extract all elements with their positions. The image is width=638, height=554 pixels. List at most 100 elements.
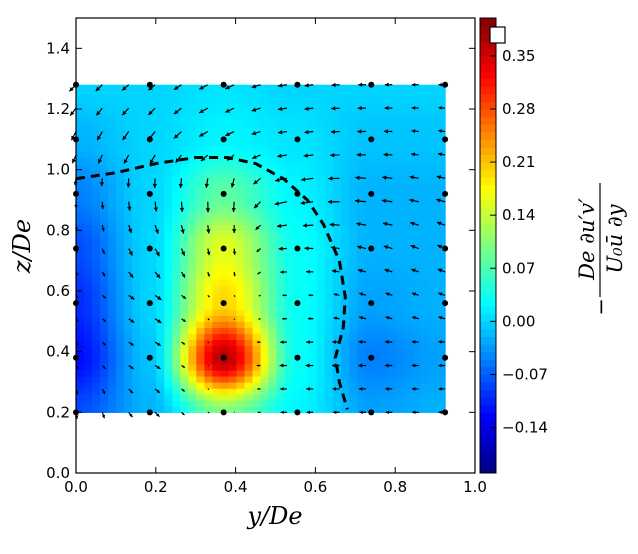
- contour-cell: [172, 400, 181, 407]
- contour-cell: [317, 376, 326, 383]
- contour-cell: [269, 151, 278, 158]
- contour-cell: [140, 230, 149, 237]
- contour-cell: [341, 109, 350, 116]
- contour-cell: [140, 370, 149, 377]
- contour-cell: [397, 346, 406, 353]
- contour-cell: [236, 170, 245, 177]
- y-tick-label: 0.6: [46, 282, 70, 300]
- colorbar-band: [480, 246, 496, 254]
- contour-cell: [429, 388, 438, 395]
- contour-cell: [196, 188, 205, 195]
- contour-cell: [172, 206, 181, 213]
- contour-cell: [421, 164, 430, 171]
- contour-cell: [228, 400, 237, 407]
- contour-cell: [437, 394, 446, 401]
- contour-cell: [293, 151, 302, 158]
- contour-cell: [228, 406, 237, 413]
- contour-cell: [421, 285, 430, 292]
- contour-cell: [269, 109, 278, 116]
- contour-cell: [373, 224, 382, 231]
- contour-cell: [421, 121, 430, 128]
- contour-cell: [421, 85, 430, 92]
- quiver-arrow: [208, 342, 209, 343]
- contour-cell: [244, 224, 253, 231]
- contour-cell: [309, 85, 318, 92]
- contour-cell: [196, 315, 205, 322]
- contour-cell: [349, 309, 358, 316]
- contour-cell: [333, 97, 342, 104]
- contour-cell: [285, 297, 294, 304]
- contour-cell: [100, 97, 109, 104]
- contour-cell: [269, 273, 278, 280]
- contour-cell: [236, 267, 245, 274]
- contour-cell: [317, 212, 326, 219]
- contour-cell: [180, 85, 189, 92]
- contour-cell: [244, 85, 253, 92]
- contour-cell: [132, 273, 141, 280]
- contour-cell: [220, 121, 229, 128]
- contour-cell: [140, 200, 149, 207]
- contour-cell: [220, 97, 229, 104]
- contour-cell: [100, 261, 109, 268]
- contour-cell: [188, 303, 197, 310]
- contour-cell: [100, 321, 109, 328]
- contour-cell: [285, 340, 294, 347]
- contour-cell: [164, 176, 173, 183]
- contour-cell: [132, 376, 141, 383]
- contour-cell: [188, 242, 197, 249]
- contour-cell: [100, 309, 109, 316]
- contour-cell: [196, 333, 205, 340]
- contour-cell: [140, 182, 149, 189]
- contour-cell: [132, 212, 141, 219]
- contour-cell: [277, 170, 286, 177]
- contour-cell: [269, 315, 278, 322]
- contour-cell: [413, 382, 422, 389]
- contour-cell: [204, 321, 213, 328]
- contour-cell: [269, 103, 278, 110]
- measurement-point: [221, 82, 227, 88]
- contour-cell: [405, 139, 414, 146]
- contour-cell: [261, 242, 270, 249]
- contour-cell: [108, 382, 117, 389]
- contour-cell: [108, 388, 117, 395]
- contour-cell: [269, 218, 278, 225]
- contour-cell: [349, 133, 358, 140]
- contour-cell: [349, 158, 358, 165]
- contour-cell: [357, 279, 366, 286]
- contour-cell: [437, 121, 446, 128]
- contour-cell: [373, 382, 382, 389]
- contour-cell: [180, 91, 189, 98]
- contour-cell: [381, 297, 390, 304]
- contour-cell: [285, 188, 294, 195]
- colorbar: [480, 18, 496, 474]
- contour-cell: [293, 261, 302, 268]
- contour-cell: [196, 309, 205, 316]
- contour-cell: [261, 352, 270, 359]
- contour-cell: [397, 91, 406, 98]
- contour-cell: [405, 303, 414, 310]
- contour-cell: [437, 236, 446, 243]
- contour-cell: [220, 400, 229, 407]
- contour-cell: [132, 85, 141, 92]
- contour-cell: [253, 291, 262, 298]
- contour-cell: [301, 182, 310, 189]
- contour-cell: [405, 97, 414, 104]
- contour-cell: [325, 279, 334, 286]
- contour-cell: [236, 321, 245, 328]
- measurement-point: [368, 409, 374, 415]
- contour-cell: [317, 364, 326, 371]
- contour-cell: [301, 170, 310, 177]
- contour-cell: [172, 309, 181, 316]
- contour-cell: [277, 91, 286, 98]
- contour-cell: [317, 249, 326, 256]
- contour-cell: [397, 315, 406, 322]
- contour-cell: [196, 236, 205, 243]
- contour-cell: [325, 376, 334, 383]
- contour-cell: [293, 291, 302, 298]
- contour-cell: [108, 242, 117, 249]
- contour-cell: [429, 158, 438, 165]
- contour-cell: [76, 127, 85, 134]
- contour-cell: [357, 376, 366, 383]
- contour-cell: [244, 109, 253, 116]
- contour-cell: [325, 194, 334, 201]
